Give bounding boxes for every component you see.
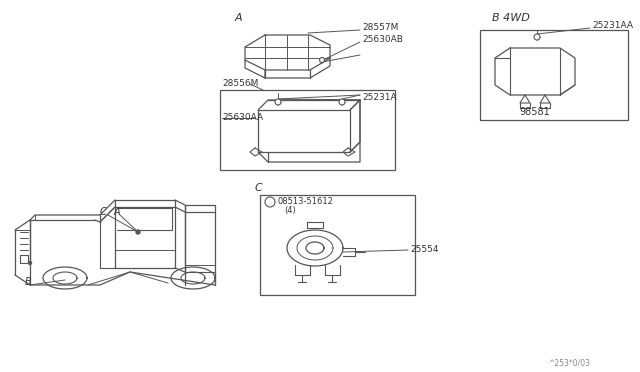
Text: (4): (4) bbox=[284, 205, 296, 215]
Bar bbox=[480, 30, 628, 120]
Text: A: A bbox=[114, 207, 120, 217]
Text: B 4WD: B 4WD bbox=[492, 13, 530, 23]
Text: ^253*0/03: ^253*0/03 bbox=[548, 359, 590, 368]
Text: 98581: 98581 bbox=[520, 107, 550, 117]
Circle shape bbox=[534, 34, 540, 40]
Circle shape bbox=[319, 58, 324, 62]
Circle shape bbox=[136, 230, 140, 234]
Text: S: S bbox=[268, 199, 272, 205]
Text: 25554: 25554 bbox=[410, 246, 438, 254]
Circle shape bbox=[265, 197, 275, 207]
Text: 28557M: 28557M bbox=[362, 23, 398, 32]
Text: A: A bbox=[234, 13, 242, 23]
Circle shape bbox=[339, 99, 345, 105]
Text: C: C bbox=[100, 207, 106, 217]
Text: 25630AA: 25630AA bbox=[222, 113, 263, 122]
Text: B: B bbox=[24, 277, 31, 287]
Text: C: C bbox=[254, 183, 262, 193]
Bar bbox=[220, 90, 395, 170]
Bar bbox=[260, 195, 415, 295]
Text: 28556M: 28556M bbox=[222, 78, 259, 87]
Circle shape bbox=[275, 99, 281, 105]
Circle shape bbox=[29, 262, 31, 264]
Text: 25231A: 25231A bbox=[362, 93, 397, 103]
Text: 25630AB: 25630AB bbox=[362, 35, 403, 45]
Text: 08513-51612: 08513-51612 bbox=[278, 198, 334, 206]
Text: 25231AA: 25231AA bbox=[592, 20, 633, 29]
